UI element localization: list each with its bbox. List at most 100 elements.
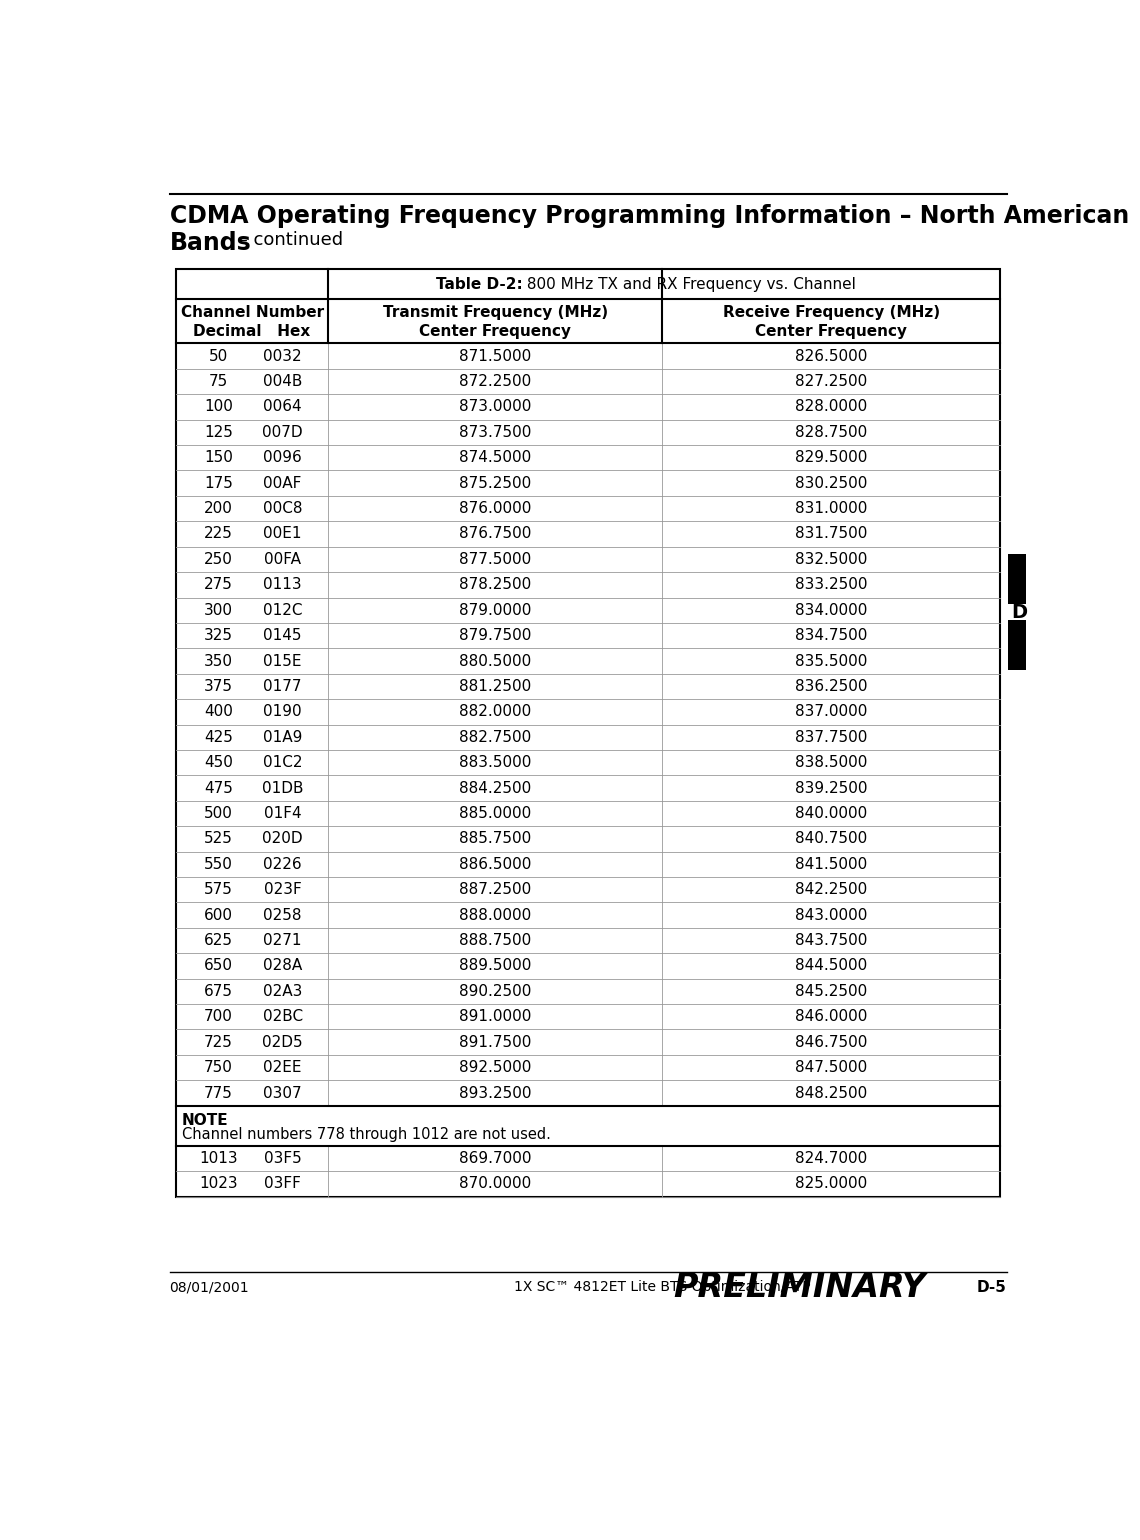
Text: 882.0000: 882.0000	[459, 704, 531, 719]
Text: 848.2500: 848.2500	[796, 1086, 868, 1101]
Text: 0177: 0177	[263, 679, 302, 695]
Text: 890.2500: 890.2500	[459, 984, 531, 999]
Text: 03FF: 03FF	[264, 1177, 301, 1192]
Text: 0258: 0258	[263, 907, 302, 922]
Text: 375: 375	[204, 679, 233, 695]
Bar	[1008, 619, 1032, 670]
Text: Receive Frequency (MHz): Receive Frequency (MHz)	[723, 305, 940, 320]
Text: 125: 125	[204, 425, 233, 440]
Text: 847.5000: 847.5000	[796, 1060, 868, 1075]
Text: 828.0000: 828.0000	[796, 399, 868, 414]
Text: 872.2500: 872.2500	[459, 374, 531, 390]
Text: 1023: 1023	[200, 1177, 238, 1192]
Text: 888.0000: 888.0000	[459, 907, 531, 922]
Text: Center Frequency: Center Frequency	[420, 323, 571, 339]
Text: 300: 300	[204, 602, 233, 618]
Bar	[176, 270, 1001, 1197]
Text: PRELIMINARY: PRELIMINARY	[674, 1270, 926, 1304]
Text: 873.0000: 873.0000	[459, 399, 531, 414]
Text: 834.7500: 834.7500	[796, 628, 868, 644]
Text: 00E1: 00E1	[263, 527, 302, 542]
Text: Bands: Bands	[170, 231, 252, 256]
Text: 843.7500: 843.7500	[796, 933, 868, 949]
Text: 01DB: 01DB	[262, 781, 303, 796]
Text: 892.5000: 892.5000	[459, 1060, 531, 1075]
Text: 400: 400	[204, 704, 233, 719]
Text: 831.0000: 831.0000	[796, 500, 868, 516]
Text: 0226: 0226	[263, 856, 302, 872]
Text: 00AF: 00AF	[263, 476, 302, 491]
Text: 01F4: 01F4	[263, 805, 301, 821]
Text: 891.0000: 891.0000	[459, 1009, 531, 1024]
Text: 500: 500	[204, 805, 233, 821]
Text: 700: 700	[204, 1009, 233, 1024]
Text: 0145: 0145	[263, 628, 302, 644]
Text: 871.5000: 871.5000	[459, 348, 531, 363]
Text: 023F: 023F	[263, 882, 301, 898]
Text: 0271: 0271	[263, 933, 302, 949]
Text: 824.7000: 824.7000	[796, 1150, 868, 1166]
Text: 02A3: 02A3	[263, 984, 302, 999]
Text: 832.5000: 832.5000	[796, 551, 868, 567]
Text: 885.7500: 885.7500	[459, 832, 531, 847]
Text: Channel Number: Channel Number	[180, 305, 324, 320]
Text: 012C: 012C	[263, 602, 302, 618]
Text: 880.5000: 880.5000	[459, 653, 531, 668]
Text: 75: 75	[209, 374, 228, 390]
Text: 878.2500: 878.2500	[459, 578, 531, 593]
Text: 775: 775	[204, 1086, 233, 1101]
Text: 007D: 007D	[262, 425, 303, 440]
Text: 02BC: 02BC	[262, 1009, 303, 1024]
Text: 886.5000: 886.5000	[459, 856, 531, 872]
Text: 874.5000: 874.5000	[459, 450, 531, 465]
Text: 425: 425	[204, 730, 233, 745]
Text: 250: 250	[204, 551, 233, 567]
Text: 350: 350	[204, 653, 233, 668]
Text: 846.0000: 846.0000	[796, 1009, 868, 1024]
Text: 887.2500: 887.2500	[459, 882, 531, 898]
Text: 750: 750	[204, 1060, 233, 1075]
Text: 839.2500: 839.2500	[795, 781, 868, 796]
Text: 650: 650	[204, 958, 233, 973]
Text: 845.2500: 845.2500	[796, 984, 868, 999]
Text: 837.0000: 837.0000	[796, 704, 868, 719]
Text: Decimal   Hex: Decimal Hex	[194, 323, 311, 339]
Text: 020D: 020D	[262, 832, 303, 847]
Text: 01A9: 01A9	[263, 730, 302, 745]
Text: 028A: 028A	[263, 958, 302, 973]
Text: 150: 150	[204, 450, 233, 465]
Text: 842.2500: 842.2500	[796, 882, 868, 898]
Text: 475: 475	[204, 781, 233, 796]
Text: 325: 325	[204, 628, 233, 644]
Text: 1X SC™ 4812ET Lite BTS Optimization/ATP: 1X SC™ 4812ET Lite BTS Optimization/ATP	[514, 1280, 812, 1295]
Text: 08/01/2001: 08/01/2001	[170, 1280, 250, 1295]
Text: 50: 50	[209, 348, 228, 363]
Text: 836.2500: 836.2500	[795, 679, 868, 695]
Text: 01C2: 01C2	[263, 755, 302, 770]
Text: 450: 450	[204, 755, 233, 770]
Text: 841.5000: 841.5000	[796, 856, 868, 872]
Text: D: D	[1011, 602, 1028, 622]
Text: 015E: 015E	[263, 653, 302, 668]
Text: 1013: 1013	[200, 1150, 238, 1166]
Text: 625: 625	[204, 933, 233, 949]
Text: 876.7500: 876.7500	[459, 527, 531, 542]
Text: 675: 675	[204, 984, 233, 999]
Text: Channel numbers 778 through 1012 are not used.: Channel numbers 778 through 1012 are not…	[182, 1127, 551, 1143]
Text: 550: 550	[204, 856, 233, 872]
Text: 846.7500: 846.7500	[796, 1035, 868, 1050]
Text: 200: 200	[204, 500, 233, 516]
Text: 881.2500: 881.2500	[459, 679, 531, 695]
Text: 02D5: 02D5	[262, 1035, 303, 1050]
Text: 725: 725	[204, 1035, 233, 1050]
Text: 870.0000: 870.0000	[459, 1177, 531, 1192]
Text: 893.2500: 893.2500	[459, 1086, 531, 1101]
Text: 225: 225	[204, 527, 233, 542]
Text: 884.2500: 884.2500	[459, 781, 531, 796]
Text: 02EE: 02EE	[263, 1060, 302, 1075]
Text: 800 MHz TX and RX Frequency vs. Channel: 800 MHz TX and RX Frequency vs. Channel	[522, 277, 856, 291]
Text: 837.7500: 837.7500	[796, 730, 868, 745]
Text: 275: 275	[204, 578, 233, 593]
Text: Center Frequency: Center Frequency	[756, 323, 907, 339]
Text: 840.7500: 840.7500	[796, 832, 868, 847]
